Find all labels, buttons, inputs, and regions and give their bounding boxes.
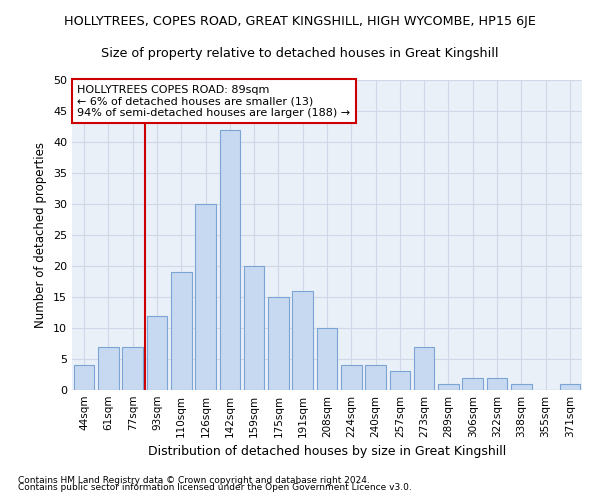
Bar bbox=[171, 272, 191, 390]
Bar bbox=[146, 316, 167, 390]
Text: Contains public sector information licensed under the Open Government Licence v3: Contains public sector information licen… bbox=[18, 484, 412, 492]
Y-axis label: Number of detached properties: Number of detached properties bbox=[34, 142, 47, 328]
Bar bbox=[268, 297, 289, 390]
Bar bbox=[220, 130, 240, 390]
Bar bbox=[98, 346, 119, 390]
X-axis label: Distribution of detached houses by size in Great Kingshill: Distribution of detached houses by size … bbox=[148, 446, 506, 458]
Bar bbox=[389, 372, 410, 390]
Bar bbox=[244, 266, 265, 390]
Bar bbox=[195, 204, 216, 390]
Text: Contains HM Land Registry data © Crown copyright and database right 2024.: Contains HM Land Registry data © Crown c… bbox=[18, 476, 370, 485]
Bar bbox=[414, 346, 434, 390]
Text: HOLLYTREES, COPES ROAD, GREAT KINGSHILL, HIGH WYCOMBE, HP15 6JE: HOLLYTREES, COPES ROAD, GREAT KINGSHILL,… bbox=[64, 15, 536, 28]
Bar bbox=[487, 378, 508, 390]
Bar bbox=[463, 378, 483, 390]
Bar bbox=[560, 384, 580, 390]
Bar bbox=[438, 384, 459, 390]
Bar bbox=[74, 365, 94, 390]
Bar bbox=[317, 328, 337, 390]
Bar bbox=[365, 365, 386, 390]
Bar bbox=[341, 365, 362, 390]
Text: HOLLYTREES COPES ROAD: 89sqm
← 6% of detached houses are smaller (13)
94% of sem: HOLLYTREES COPES ROAD: 89sqm ← 6% of det… bbox=[77, 84, 350, 118]
Bar bbox=[292, 291, 313, 390]
Text: Size of property relative to detached houses in Great Kingshill: Size of property relative to detached ho… bbox=[101, 48, 499, 60]
Bar bbox=[511, 384, 532, 390]
Bar bbox=[122, 346, 143, 390]
